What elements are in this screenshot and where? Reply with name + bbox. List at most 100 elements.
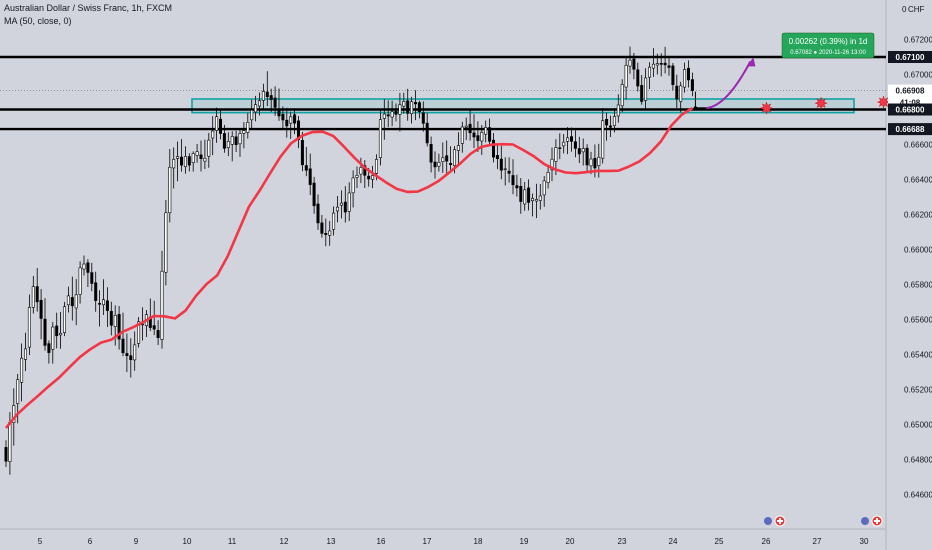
price-tag-67100: 0.67100 bbox=[896, 53, 925, 62]
candle-body bbox=[523, 189, 527, 205]
x-tick-label: 25 bbox=[715, 537, 724, 546]
projection-text-date: 0.67082 ● 2020-11-26 13:00 bbox=[790, 50, 866, 56]
candle-body bbox=[538, 195, 542, 201]
candle-body bbox=[511, 175, 515, 186]
candle-body bbox=[66, 295, 70, 306]
candle-body bbox=[663, 62, 667, 66]
countdown-tag: 41:08 bbox=[900, 99, 921, 108]
projection-arrowhead bbox=[746, 57, 756, 67]
candle-body bbox=[585, 147, 589, 166]
candle-body bbox=[219, 118, 223, 134]
candle-body bbox=[187, 156, 191, 166]
candle-body bbox=[78, 267, 82, 295]
candle-body bbox=[16, 379, 20, 404]
y-tick-label: 0.65800 bbox=[904, 281, 932, 290]
candle-body bbox=[324, 233, 328, 235]
candle-body bbox=[164, 212, 168, 273]
y-tick-label: 0.67200 bbox=[904, 36, 932, 45]
x-tick-label: 24 bbox=[669, 537, 678, 546]
candle-body bbox=[371, 175, 375, 180]
candle-body bbox=[207, 139, 211, 157]
y-tick-label: 0.64600 bbox=[904, 491, 932, 500]
candle-body bbox=[425, 122, 429, 144]
currency-label: CHF bbox=[908, 5, 925, 14]
candle-body bbox=[429, 144, 433, 163]
candle-body bbox=[441, 157, 445, 162]
candle-body bbox=[359, 167, 363, 175]
candle-body bbox=[495, 155, 499, 159]
candle-body bbox=[464, 125, 468, 128]
candle-body bbox=[168, 166, 172, 214]
indicator-legend[interactable]: MA (50, close, 0) bbox=[4, 16, 72, 26]
candle-body bbox=[8, 421, 12, 462]
candle-body bbox=[265, 91, 269, 98]
candle-body bbox=[27, 307, 31, 348]
candle-body bbox=[651, 63, 655, 69]
candle-body bbox=[254, 104, 258, 113]
candle-body bbox=[519, 186, 523, 202]
candle-body bbox=[581, 148, 585, 153]
y-tick-label: 0.64800 bbox=[904, 456, 932, 465]
candle-body bbox=[191, 153, 195, 164]
candle-body bbox=[328, 230, 332, 236]
candle-body bbox=[476, 135, 480, 141]
candle-body bbox=[261, 91, 265, 101]
candle-body bbox=[675, 85, 679, 100]
candle-body bbox=[628, 59, 632, 67]
candle-body bbox=[250, 109, 254, 121]
price-tag-67100-bg bbox=[888, 51, 932, 63]
candle-body bbox=[94, 282, 98, 301]
candle-body bbox=[624, 64, 628, 88]
candle-body bbox=[234, 136, 238, 145]
candle-body bbox=[690, 79, 694, 91]
candle-body bbox=[203, 158, 207, 162]
candle-body bbox=[31, 286, 35, 308]
candle-body bbox=[152, 325, 156, 330]
candle-body bbox=[577, 148, 581, 155]
candle-body bbox=[39, 299, 43, 319]
projection-text-main: 0.00262 (0.39%) in 1d bbox=[789, 37, 868, 46]
candle-body bbox=[316, 203, 320, 224]
candle-body bbox=[277, 108, 281, 117]
x-tick-label: 16 bbox=[377, 537, 386, 546]
candle-body bbox=[339, 202, 343, 206]
candle-body bbox=[437, 162, 441, 167]
candle-body bbox=[82, 263, 86, 270]
x-tick-label: 19 bbox=[520, 537, 529, 546]
x-tick-label: 9 bbox=[134, 537, 139, 546]
candle-body bbox=[472, 132, 476, 138]
candle-body bbox=[433, 161, 437, 168]
candle-body bbox=[386, 114, 390, 117]
candle-body bbox=[347, 192, 351, 212]
candle-body bbox=[460, 126, 464, 144]
candle-body bbox=[12, 405, 16, 423]
candle-body bbox=[222, 133, 226, 149]
candle-body bbox=[102, 299, 106, 306]
price-tag-66688: 0.66688 bbox=[896, 125, 925, 134]
price-tag-66688-bg bbox=[888, 123, 932, 136]
candle-body bbox=[378, 119, 382, 158]
candle-body bbox=[620, 84, 624, 107]
candle-body bbox=[503, 168, 507, 170]
candle-body bbox=[616, 104, 620, 117]
candle-body bbox=[172, 159, 176, 169]
candle-body bbox=[601, 120, 605, 159]
candle-body bbox=[499, 158, 503, 171]
x-tick-label: 23 bbox=[618, 537, 627, 546]
candle-body bbox=[527, 187, 531, 203]
candle-body bbox=[183, 156, 187, 168]
candle-body bbox=[125, 353, 129, 357]
candle-body bbox=[542, 180, 546, 196]
x-tick-label: 27 bbox=[813, 537, 822, 546]
candle-body bbox=[413, 102, 417, 105]
candle-body bbox=[640, 85, 644, 102]
candle-body bbox=[273, 97, 277, 108]
candle-body bbox=[133, 344, 137, 361]
candle-body bbox=[398, 104, 402, 115]
candle-body bbox=[156, 330, 160, 339]
candle-body bbox=[176, 156, 180, 159]
candle-body bbox=[70, 297, 74, 307]
x-tick-label: 13 bbox=[327, 537, 336, 546]
